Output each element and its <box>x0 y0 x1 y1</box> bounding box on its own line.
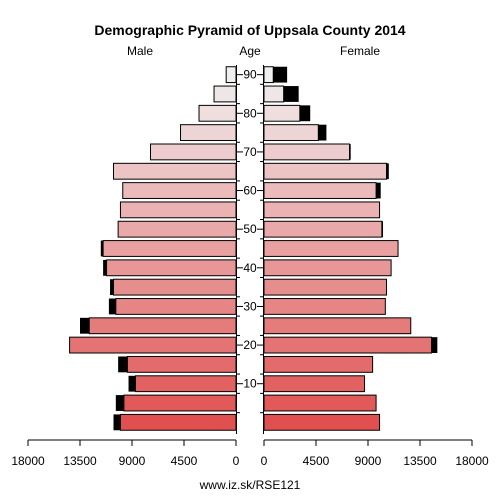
male-bar <box>102 240 237 257</box>
female-extra-bar <box>431 337 438 353</box>
male-extra-bar <box>100 240 104 257</box>
female-x-tick-label: 4500 <box>303 454 330 468</box>
male-bar <box>88 317 237 335</box>
source-label: www.iz.sk/RSE121 <box>199 478 301 492</box>
female-extra-bar <box>376 182 381 199</box>
male-bar <box>134 375 237 393</box>
male-extra-bar <box>80 317 90 334</box>
age-tick-label: 70 <box>243 145 257 159</box>
male-bar <box>113 278 237 296</box>
female-label: Female <box>340 44 380 58</box>
female-extra-bar <box>318 124 327 141</box>
male-x-tick-label: 4500 <box>171 454 198 468</box>
female-bar <box>263 162 387 180</box>
female-bar <box>263 317 412 335</box>
male-bar <box>225 66 237 84</box>
age-label: Age <box>239 44 261 58</box>
female-bar <box>263 143 351 161</box>
male-x-tick-label: 9000 <box>119 454 146 468</box>
male-bar <box>106 259 237 277</box>
female-bar <box>263 375 366 393</box>
male-extra-bar <box>103 259 107 276</box>
age-tick-label: 90 <box>243 68 257 82</box>
male-bar <box>126 355 237 373</box>
female-x-tick-label: 9000 <box>355 454 382 468</box>
male-bar <box>119 201 237 219</box>
female-x-tick-label: 13500 <box>403 454 437 468</box>
bars-group <box>69 66 438 431</box>
male-bar <box>115 298 237 315</box>
female-extra-bar <box>386 163 389 180</box>
age-tick-label: 10 <box>243 377 257 391</box>
age-tick-label: 30 <box>243 299 257 313</box>
chart-title: Demographic Pyramid of Uppsala County 20… <box>94 22 405 38</box>
male-bar <box>122 182 237 199</box>
male-extra-bar <box>115 395 124 411</box>
female-bar <box>263 66 274 84</box>
age-tick-label: 20 <box>243 338 257 352</box>
male-x-tick-label: 18000 <box>11 454 45 468</box>
male-x-tick-label: 0 <box>233 454 240 468</box>
male-extra-bar <box>110 279 114 296</box>
female-bar <box>263 124 319 142</box>
female-bar <box>263 355 374 373</box>
male-bar <box>113 162 237 180</box>
female-bar <box>263 413 381 431</box>
female-extra-bar <box>349 144 351 160</box>
age-tick-label: 80 <box>243 106 257 120</box>
female-extra-bar <box>381 221 384 238</box>
male-label: Male <box>127 44 153 58</box>
female-extra-bar <box>273 66 288 83</box>
female-x-tick-label: 0 <box>261 454 268 468</box>
female-x-tick-label: 18000 <box>455 454 489 468</box>
male-extra-bar <box>113 414 121 431</box>
age-tick-label: 60 <box>243 184 257 198</box>
female-bar <box>263 201 381 219</box>
male-bar <box>198 104 237 122</box>
female-bar <box>263 336 433 354</box>
female-bar <box>263 220 383 238</box>
age-tick-label: 40 <box>243 261 257 275</box>
female-bar <box>263 259 392 277</box>
female-extra-bar <box>283 86 299 102</box>
age-tick-label: 50 <box>243 222 257 236</box>
female-bar <box>263 182 377 199</box>
female-bar <box>263 298 386 315</box>
male-bar <box>123 394 237 412</box>
male-x-tick-label: 13500 <box>63 454 97 468</box>
axes-group: 10 20 30 40 50 60 70 80 90 18000 13500 9000 4500 0 0 45… <box>11 65 489 468</box>
female-bar <box>263 394 377 412</box>
male-bar <box>119 413 237 431</box>
female-bar <box>263 104 301 122</box>
male-bar <box>180 124 237 142</box>
male-bar <box>213 85 237 103</box>
female-bar <box>263 278 387 296</box>
male-extra-bar <box>108 298 116 315</box>
female-extra-bar <box>299 105 311 122</box>
female-bar <box>263 85 285 103</box>
male-bar <box>117 220 237 238</box>
male-extra-bar <box>118 356 128 373</box>
male-bar <box>69 336 237 354</box>
male-extra-bar <box>128 375 136 392</box>
male-bar <box>149 143 237 161</box>
female-bar <box>263 240 399 257</box>
